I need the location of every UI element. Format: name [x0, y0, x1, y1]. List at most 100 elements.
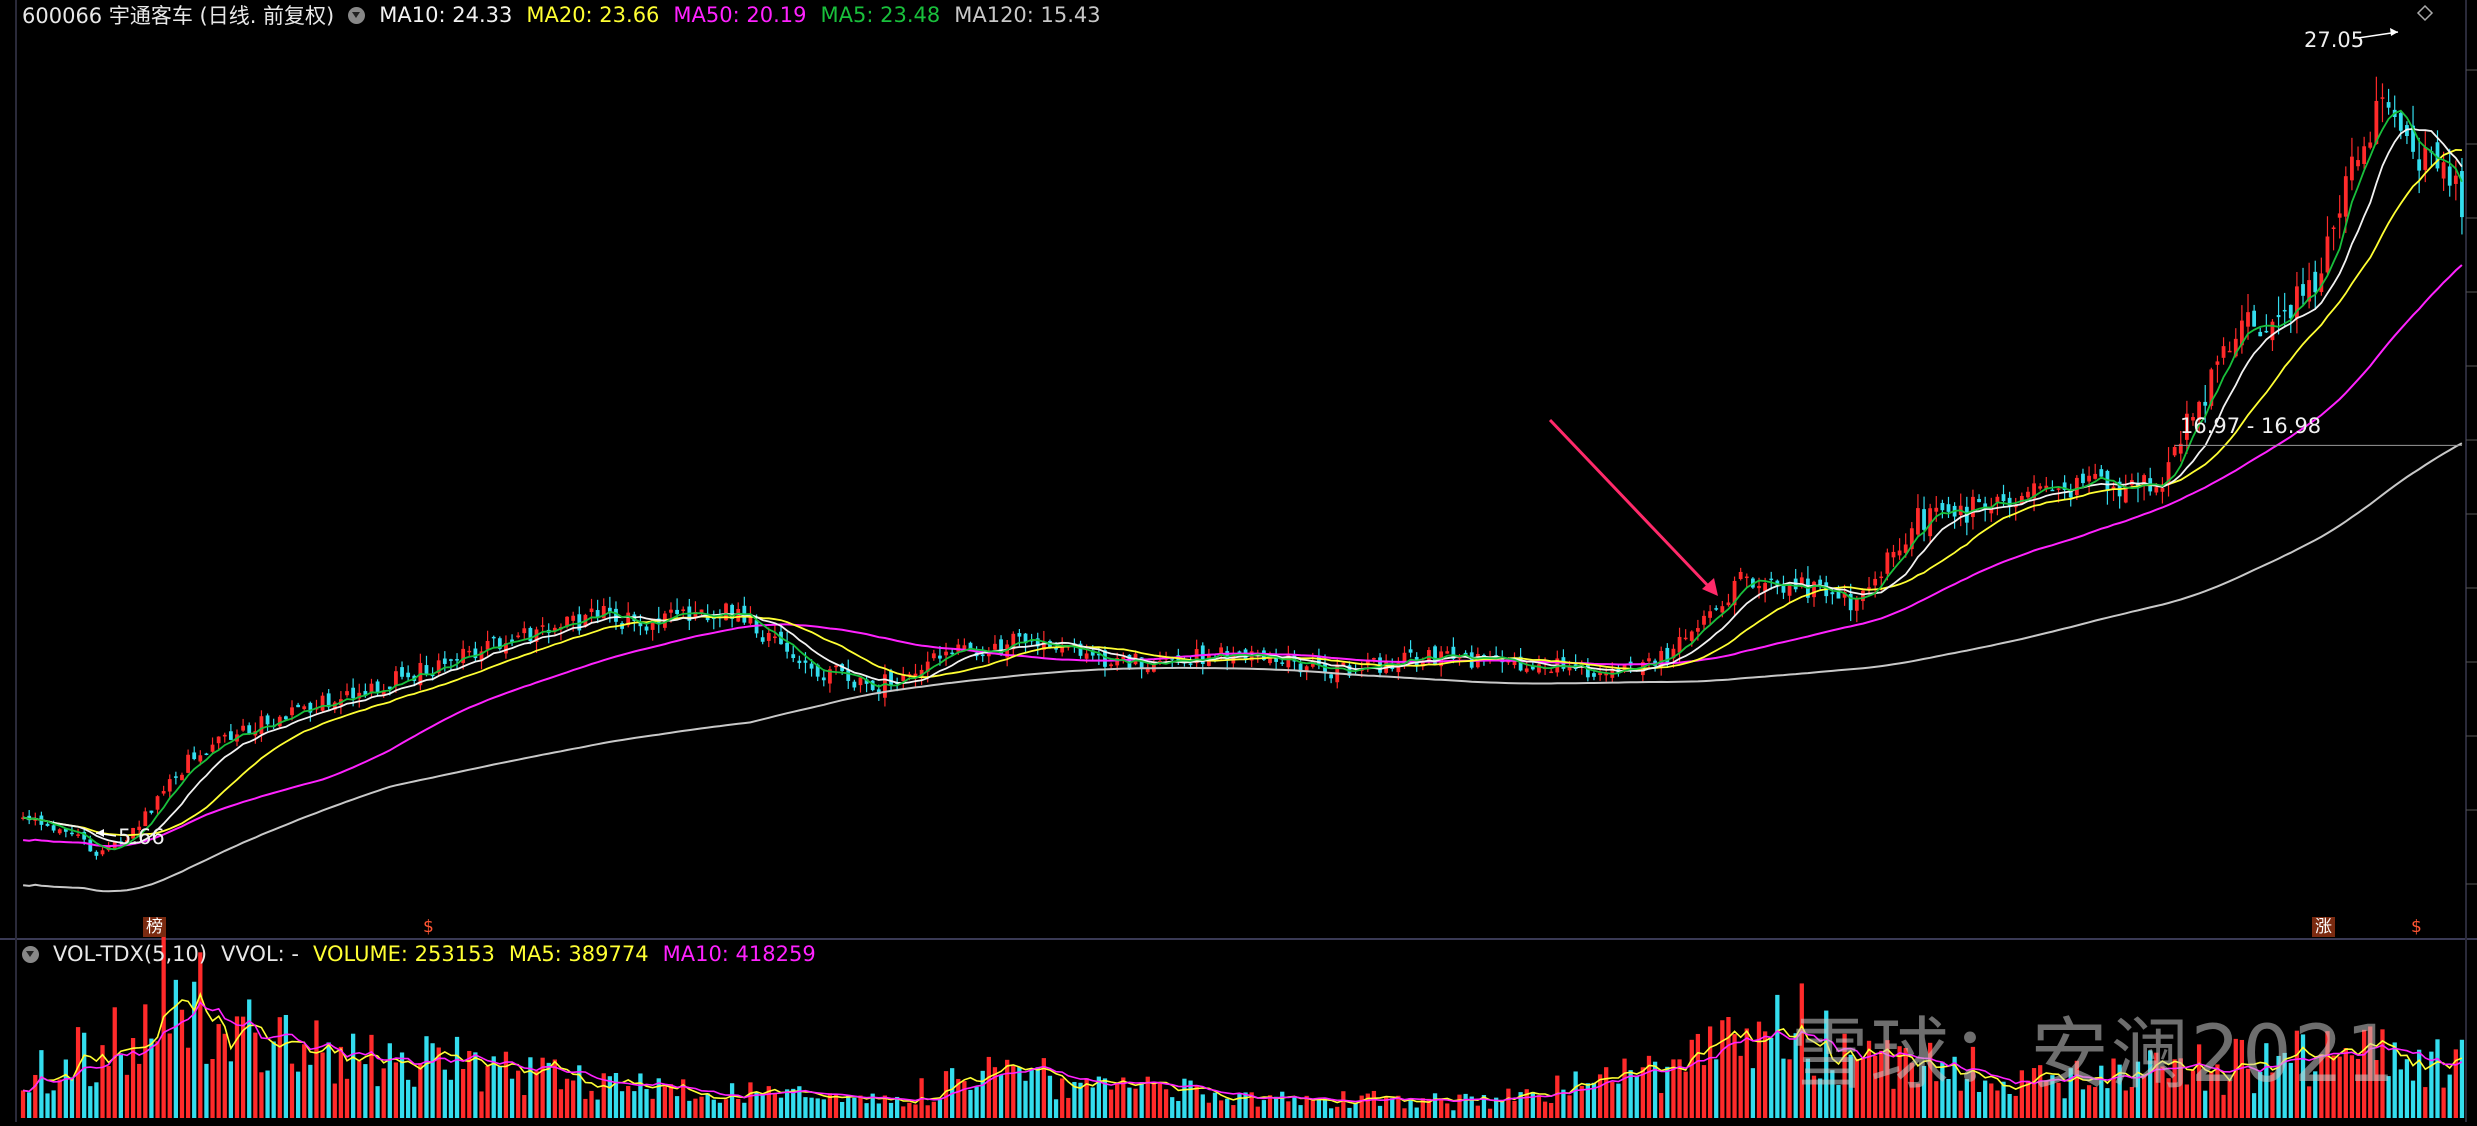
volume-bar [2349, 1055, 2355, 1118]
volume-bar [2190, 1070, 2196, 1118]
high-label: 27.05 [2304, 28, 2365, 52]
volume-bar [1561, 1089, 1566, 1118]
badge-dollar-1[interactable]: $ [423, 917, 434, 937]
candle-body [1720, 606, 1725, 613]
volume-bar [1286, 1101, 1291, 1118]
candle-body [204, 753, 209, 756]
volume-bar [2203, 1090, 2208, 1118]
vol-name: VOL-TDX(5,10) [53, 942, 208, 966]
candle-body [479, 651, 484, 662]
candle-body [369, 683, 374, 694]
candle-body [1854, 599, 1859, 611]
volume-bar [1500, 1100, 1505, 1118]
candle-body [1842, 591, 1847, 598]
badge-dollar-2[interactable]: $ [2411, 917, 2422, 937]
candle-body [2337, 213, 2342, 218]
volume-bar [363, 1064, 368, 1118]
volume-bar [357, 1061, 362, 1118]
volume-bar [1432, 1093, 1438, 1118]
candle-body [2362, 146, 2367, 164]
volume-bar [1029, 1068, 1034, 1118]
candle-body [552, 627, 557, 632]
ma5-label: MA5: 23.48 [820, 3, 941, 27]
volume-bar [2264, 1043, 2269, 1118]
volume-bar [2050, 1075, 2055, 1118]
candle-body [693, 611, 698, 618]
volume-bar [1047, 1075, 1053, 1118]
candle-body [1683, 637, 1688, 640]
candle-body [2233, 338, 2238, 357]
volume-bar [2239, 1039, 2245, 1118]
volume-bar [516, 1070, 521, 1118]
candle-body [125, 840, 129, 845]
dropdown-icon[interactable] [348, 6, 366, 24]
volume-bar [1989, 1083, 1994, 1118]
candle-body [577, 614, 582, 631]
badge-zhang[interactable]: 涨 [2312, 917, 2335, 937]
ma20-line [22, 148, 2462, 837]
candle-body [70, 832, 74, 835]
volume-bar [1108, 1089, 1114, 1118]
volume-bar [2258, 1071, 2263, 1118]
candle-body [2282, 309, 2287, 312]
candle-body [308, 702, 313, 713]
volume-bar [1683, 1071, 1688, 1118]
volume-bar [27, 1092, 32, 1118]
candle-body [1695, 628, 1700, 632]
candle-body [375, 681, 380, 693]
candle-body [1702, 615, 1706, 625]
candle-body [601, 605, 606, 619]
volume-bar [2374, 1060, 2379, 1118]
volume-bar [736, 1098, 741, 1118]
volume-bar [2166, 1078, 2171, 1118]
candle-body [2325, 236, 2330, 273]
volume-bar [1053, 1099, 1059, 1118]
volume-bar [1249, 1092, 1254, 1118]
volume-bar [2459, 1039, 2465, 1118]
candle-body [565, 616, 569, 627]
candle-body [2050, 489, 2055, 492]
volume-bar [1591, 1082, 1597, 1118]
candle-body [1689, 631, 1694, 641]
vvol-label: VVOL: - [221, 942, 299, 966]
candle-body [1763, 583, 1768, 592]
volume-bar [974, 1086, 979, 1118]
volume-bar [1866, 1040, 1872, 1118]
candle-body [2331, 227, 2336, 230]
volume-bar [2435, 1039, 2440, 1118]
volume-bar [436, 1047, 441, 1118]
volume-bar [1206, 1102, 1212, 1118]
volume-bar [173, 979, 179, 1118]
volume-bar [1194, 1085, 1199, 1118]
badge-bang[interactable]: 榜 [143, 917, 166, 937]
volume-bar [1720, 1020, 1725, 1118]
volume-bar [1738, 1055, 1743, 1118]
volume-bar [2141, 1074, 2147, 1118]
candle-body [1317, 656, 1321, 665]
vol-dropdown-icon[interactable] [22, 945, 39, 963]
candle-body [228, 731, 233, 740]
volume-bar [2038, 1065, 2043, 1118]
volume-bar [1243, 1092, 1248, 1118]
candle-body [1396, 662, 1401, 673]
volume-label: VOLUME: 253153 [312, 942, 495, 966]
volume-bar [467, 1050, 472, 1118]
volume-bar [332, 1083, 337, 1118]
candle-body [797, 660, 802, 664]
volume-bar [943, 1071, 949, 1118]
volume-bar [1897, 1046, 1902, 1118]
candle-body [993, 643, 997, 650]
volume-bar [839, 1101, 845, 1118]
volume-bar [1267, 1095, 1273, 1118]
volume-bar [393, 1062, 399, 1118]
candle-body [1286, 653, 1291, 668]
volume-bar [20, 1090, 26, 1118]
volume-bar [1457, 1094, 1462, 1118]
volume-bar [1041, 1058, 1046, 1118]
candle-body [638, 622, 643, 627]
volume-bar [1726, 1017, 1731, 1118]
volume-bar [1958, 1090, 1963, 1118]
volume-bar [607, 1076, 612, 1118]
candle-body [149, 810, 154, 813]
volume-bar [1212, 1092, 1218, 1118]
